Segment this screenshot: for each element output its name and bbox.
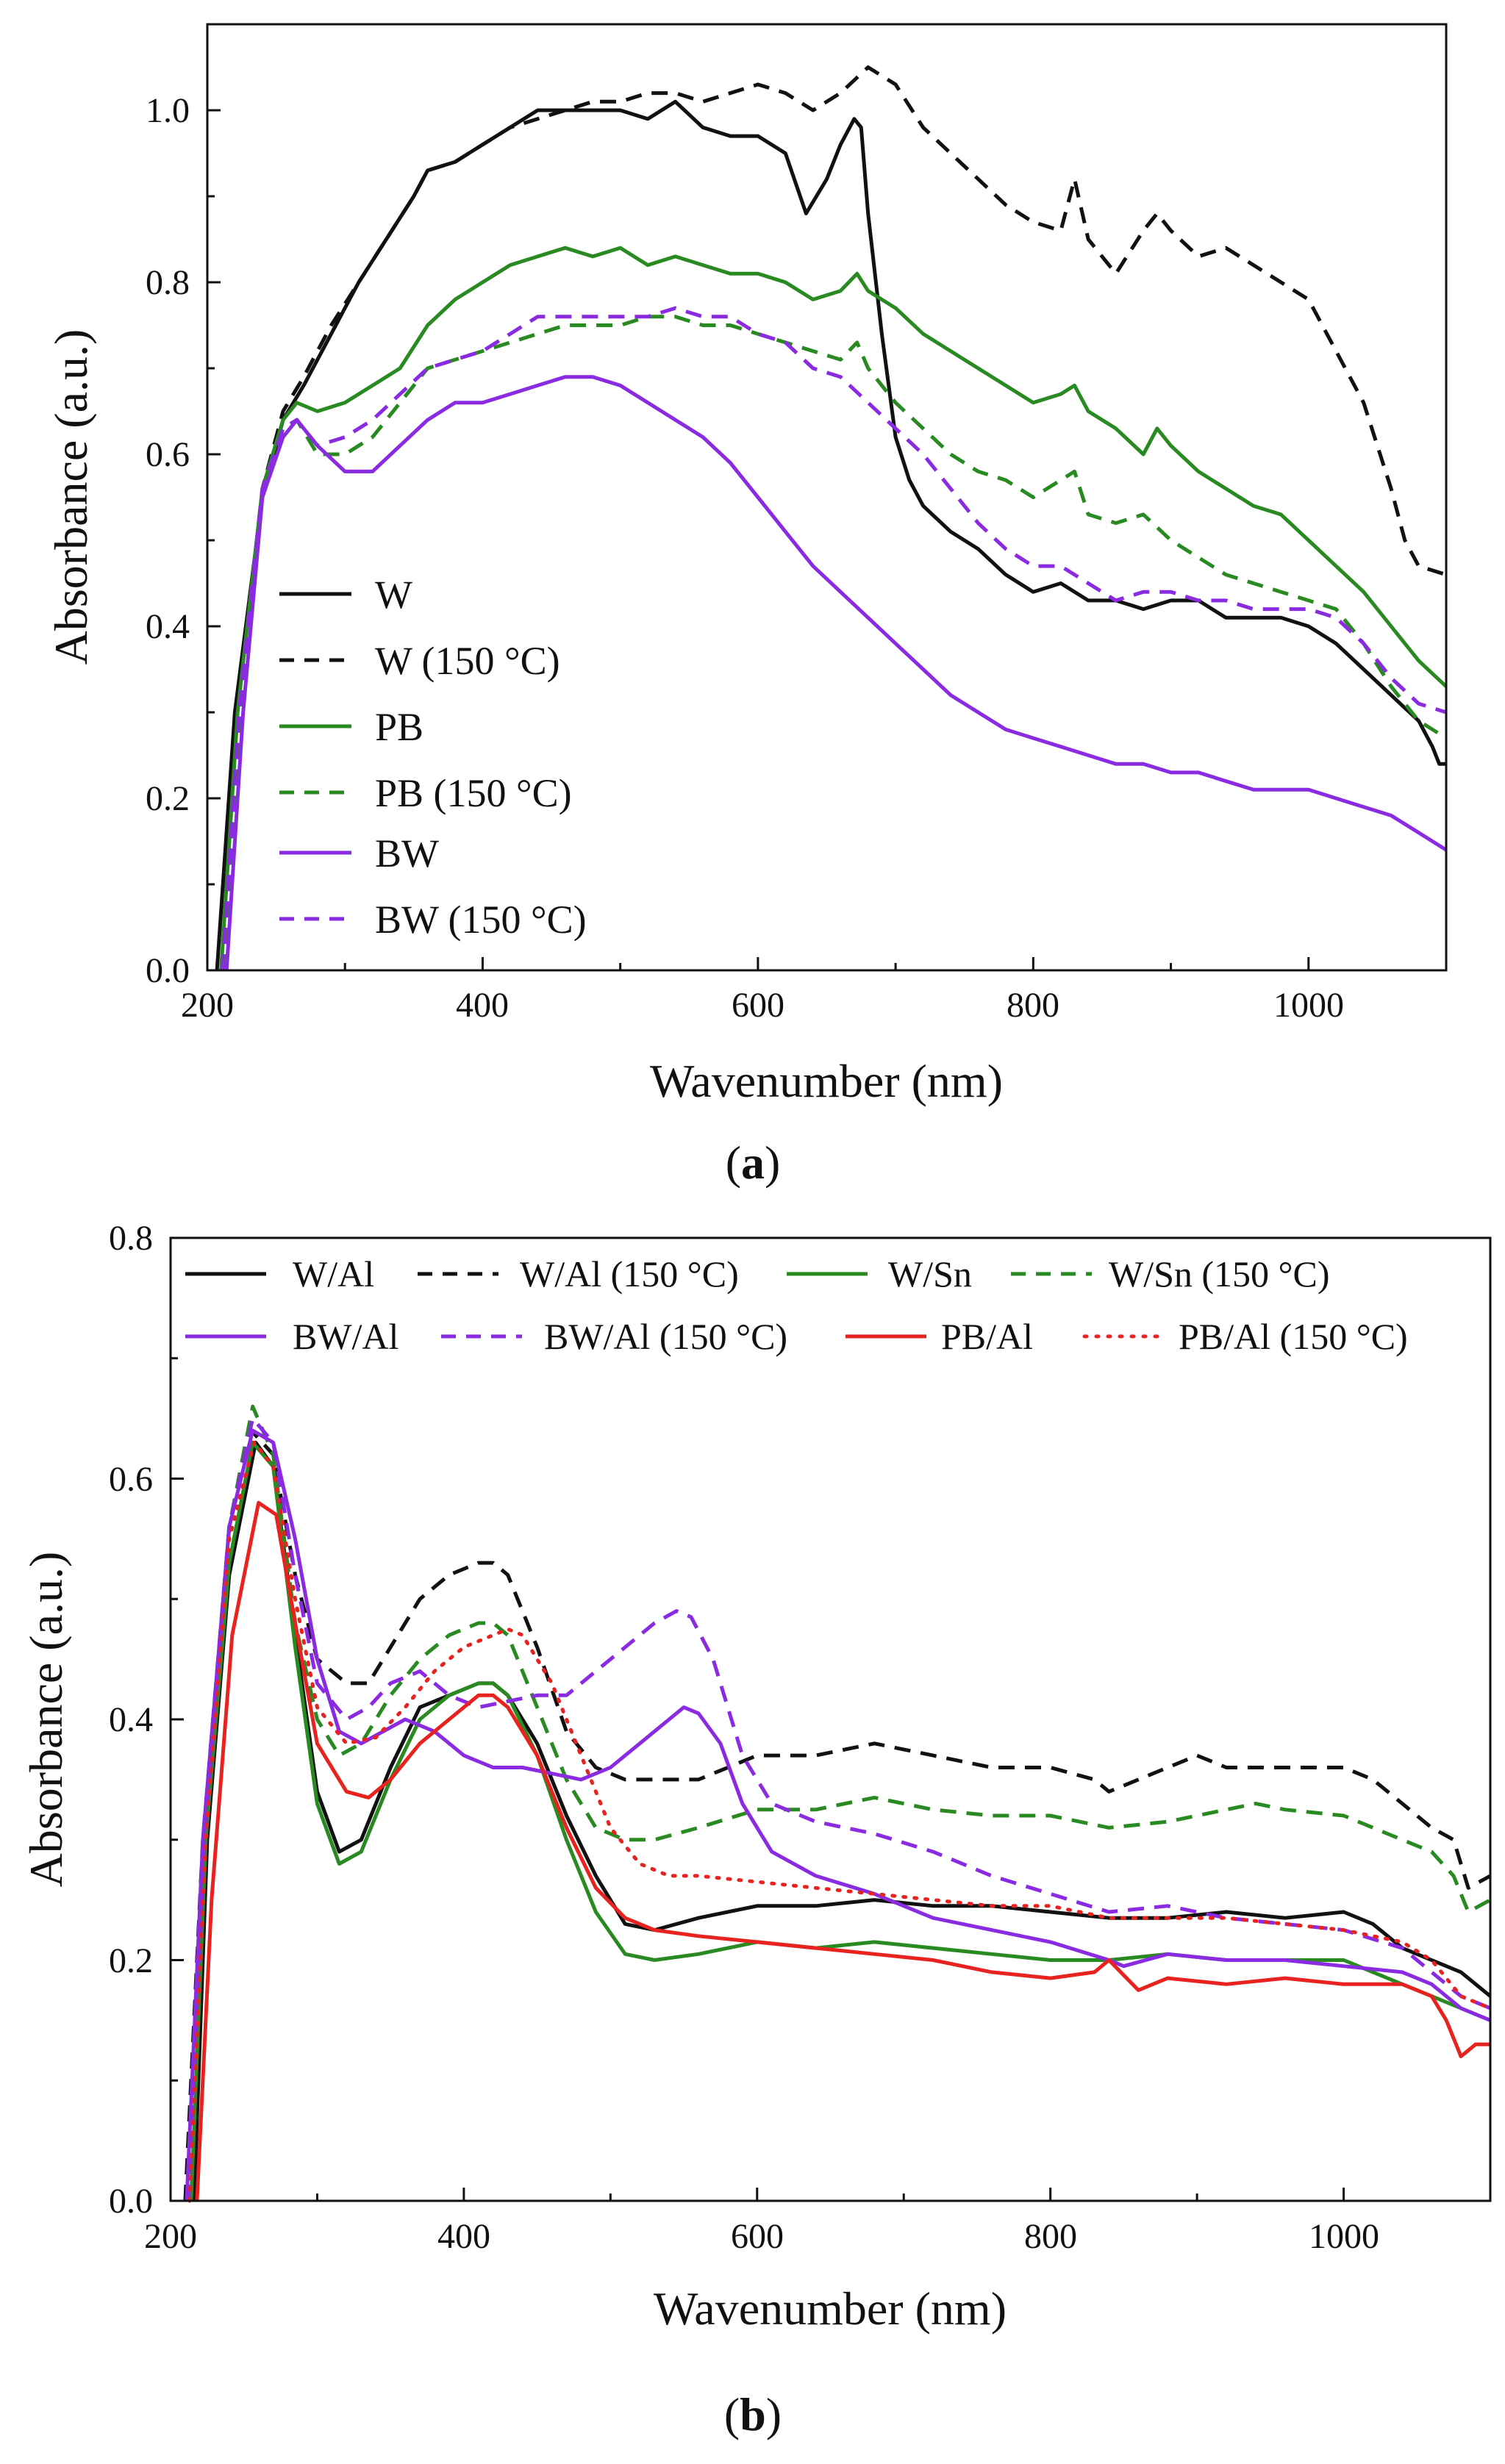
panel-a-caption-close: ) [765,1136,780,1189]
series-line-bw [224,375,1448,971]
series-line-bw-al [185,1428,1491,2202]
panel-b-xtick-200: 200 [144,2217,197,2256]
panel-a-xtick-600: 600 [732,986,784,1025]
series-line-w-150-c [219,65,1447,971]
legend-a-label-pb150: PB (150 °C) [375,771,572,815]
series-line-bw-al-150-c [186,1417,1491,2202]
series-line-pb-al [195,1500,1490,2202]
panel-b-ytick-0.6: 0.6 [109,1460,153,1499]
panel-a-legend: W W (150 °C) PB PB (150 °C) BW BW (150 °… [279,573,587,942]
series-line-pb-al-150-c [187,1440,1493,2203]
panel-b-xtick-800: 800 [1024,2217,1077,2256]
legend-b-label-w-sn-150: W/Sn (150 °C) [1109,1253,1330,1294]
series-line-w [215,99,1446,971]
panel-a-ytick-0.8: 0.8 [146,263,190,302]
legend-a-label-pb: PB [375,705,423,749]
panel-b-chart: 200 400 600 800 1000 0.0 0.2 0.4 0.6 0.8… [20,1219,1493,2440]
panel-b-xtick-600: 600 [731,2217,784,2256]
panel-b-caption-open: ( [724,2388,740,2440]
legend-a-label-w150: W (150 °C) [375,639,560,683]
panel-a-ytick-0.2: 0.2 [146,779,190,818]
panel-a-ytick-0.0: 0.0 [146,951,190,990]
panel-b-ylabel: Absorbance (a.u.) [20,1552,72,1888]
legend-b-label-w-al-150: W/Al (150 °C) [520,1253,739,1294]
panel-b-series [183,1404,1493,2203]
panel-b-caption-close: ) [766,2388,782,2440]
panel-a-series [215,65,1448,971]
panel-b-plot-frame [169,1236,1492,2202]
panel-b-legend: W/Al W/Al (150 °C) W/Sn W/Sn (150 °C) BW… [185,1253,1408,1357]
panel-a-xtick-400: 400 [456,986,509,1025]
panel-b-ytick-0.4: 0.4 [109,1700,153,1739]
panel-a-xtick-200: 200 [181,986,234,1025]
legend-a-label-bw150: BW (150 °C) [375,898,587,942]
panel-a-caption: (a) [726,1136,781,1189]
panel-a-ylabel: Absorbance (a.u.) [45,329,97,665]
panel-b-caption: (b) [724,2388,782,2440]
panel-a-ytick-0.4: 0.4 [146,607,190,646]
panel-a-caption-open: ( [726,1136,741,1189]
panel-a-chart: 200 400 600 800 1000 0.0 0.2 0.4 0.6 0.8… [45,23,1448,1189]
series-line-pb [219,246,1448,971]
panel-a-xtick-1000: 1000 [1273,986,1344,1025]
panel-b-ytick-0.0: 0.0 [109,2182,153,2221]
panel-a-xlabel: Wavenumber (nm) [650,1055,1003,1107]
panel-a-caption-letter: a [741,1136,765,1189]
panel-b-xtick-400: 400 [437,2217,490,2256]
panel-a-xtick-800: 800 [1007,986,1059,1025]
legend-b-label-w-sn: W/Sn [888,1253,972,1294]
panel-b-caption-letter: b [740,2388,766,2440]
legend-a-label-bw: BW [375,831,439,875]
series-line-bw-150-c [221,306,1447,971]
panel-b-xlabel: Wavenumber (nm) [654,2282,1007,2335]
legend-b-label-bw-al-150: BW/Al (150 °C) [544,1316,787,1357]
panel-a-plot-frame [206,23,1448,972]
panel-a-ytick-0.6: 0.6 [146,435,190,474]
series-line-w-al-150-c [183,1428,1492,2202]
panel-a-ytick-1.0: 1.0 [146,91,190,130]
legend-b-label-pb-al: PB/Al [941,1316,1033,1357]
legend-b-label-w-al: W/Al [293,1253,374,1294]
legend-a-label-w: W [375,573,412,617]
series-line-pb-150-c [222,315,1448,971]
panel-b-ytick-0.8: 0.8 [109,1219,153,1258]
panel-b-xtick-1000: 1000 [1309,2217,1379,2256]
panel-b-ytick-0.2: 0.2 [109,1941,153,1980]
legend-b-label-pb-al-150: PB/Al (150 °C) [1179,1316,1408,1357]
legend-b-label-bw-al: BW/Al [293,1316,398,1357]
